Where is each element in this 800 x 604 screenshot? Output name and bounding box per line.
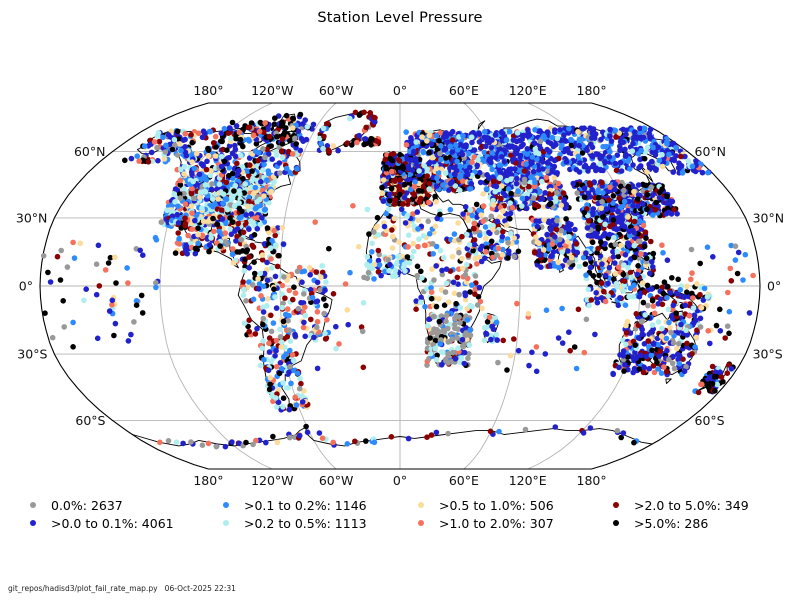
script-watermark: git_repos/hadisd3/plot_fail_rate_map.py … [8,584,236,593]
lon-label-bottom: 120°E [509,473,547,488]
lon-label-bottom: 60°E [449,473,479,488]
lon-label-top: 0° [393,83,407,98]
lon-label-top: 180° [577,83,607,98]
lat-label-left: 30°N [16,210,48,225]
lat-label-right: 60°N [695,144,727,159]
lon-label-top: 60°W [319,83,354,98]
lon-label-bottom: 120°W [251,473,293,488]
lat-label-left: 30°S [17,347,47,362]
lat-label-left: 60°N [74,144,106,159]
lat-label-right: 60°S [695,413,725,428]
coastline [478,121,485,130]
lon-label-bottom: 180° [577,473,607,488]
lon-label-top: 60°E [449,83,479,98]
lon-label-bottom: 0° [393,473,407,488]
coastline [666,379,672,384]
station-dots [41,110,756,450]
lon-label-bottom: 180° [193,473,223,488]
lon-label-top: 120°W [251,83,293,98]
lat-label-left: 0° [19,279,33,294]
lat-label-right: 30°S [753,347,783,362]
lat-label-right: 30°N [753,210,785,225]
lon-label-bottom: 60°W [319,473,354,488]
lat-label-right: 0° [767,279,781,294]
lon-label-top: 180° [193,83,223,98]
lon-label-top: 120°E [509,83,547,98]
lat-label-left: 60°S [75,413,105,428]
